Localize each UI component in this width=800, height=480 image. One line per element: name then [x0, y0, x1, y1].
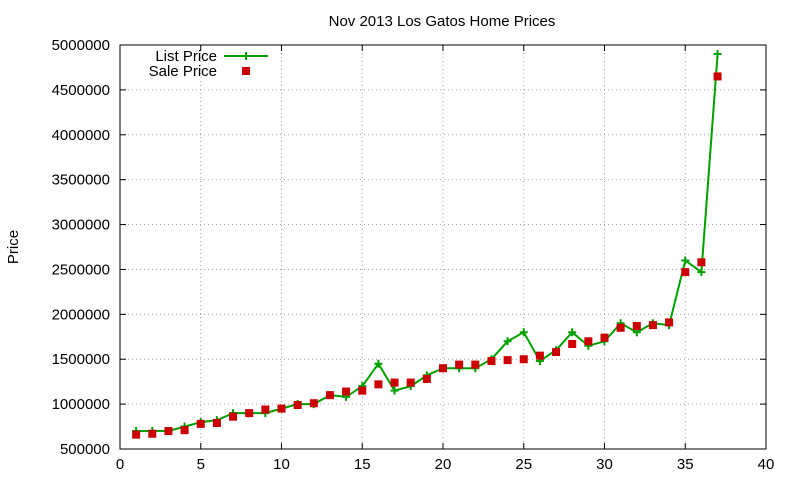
- sale-price-point: [406, 378, 415, 387]
- y-tick-label: 2500000: [52, 261, 110, 278]
- y-tick-label: 3000000: [52, 217, 110, 234]
- x-tick-label: 0: [116, 456, 124, 473]
- sale-price-point: [261, 405, 270, 414]
- sale-price-point: [439, 364, 447, 373]
- x-tick-label: 20: [435, 456, 452, 473]
- sale-price-point: [309, 399, 318, 408]
- sale-price-point: [422, 374, 431, 383]
- legend-marker-sale-price: [242, 67, 250, 75]
- y-tick-label: 500000: [60, 441, 110, 458]
- list-price-point: [697, 268, 706, 277]
- sale-price-point: [665, 318, 674, 327]
- y-tick-label: 1500000: [52, 351, 110, 368]
- sale-price-point: [632, 322, 641, 331]
- list-price-point: [374, 359, 383, 368]
- sale-price-point: [374, 380, 383, 389]
- sale-price-point: [212, 418, 221, 427]
- sale-price-point: [616, 323, 625, 332]
- sale-price-point: [455, 360, 464, 369]
- sale-price-point: [358, 386, 367, 395]
- list-price-point: [503, 337, 512, 346]
- y-tick-label: 2000000: [52, 306, 110, 323]
- x-tick-label: 15: [354, 456, 371, 473]
- legend-label-list-price: List Price: [155, 48, 217, 65]
- sale-price-point: [277, 404, 286, 413]
- axis-layer: 500000 1000000 1500000 2000000 2500000 300000…: [52, 37, 775, 473]
- list-price-point: [681, 256, 690, 265]
- legend: List Price Sale Price: [149, 48, 268, 80]
- sale-price-point: [342, 387, 351, 396]
- x-tick-label: 40: [758, 456, 775, 473]
- sale-price-point: [503, 356, 512, 365]
- sale-price-point: [180, 426, 189, 435]
- list-price-point: [390, 386, 399, 395]
- series-layer: [132, 49, 722, 439]
- sale-price-point: [648, 321, 657, 330]
- x-tick-label: 10: [273, 456, 290, 473]
- sale-price-point: [229, 412, 238, 421]
- sale-price-point: [196, 419, 205, 428]
- sale-price-point: [519, 355, 528, 364]
- x-tick-label: 35: [677, 456, 694, 473]
- y-tick-label: 5000000: [52, 37, 110, 54]
- y-axis-label: Price: [5, 230, 22, 264]
- sale-price-point: [164, 427, 173, 436]
- sale-price-point: [132, 430, 141, 439]
- list-price-point: [713, 49, 722, 58]
- sale-price-point: [552, 348, 561, 357]
- chart-title: Nov 2013 Los Gatos Home Prices: [329, 13, 556, 30]
- list-price-point: [568, 328, 577, 337]
- sale-price-point: [681, 268, 690, 277]
- sale-price-point: [293, 401, 302, 410]
- sale-price-point: [245, 409, 254, 418]
- x-tick-label: 30: [596, 456, 613, 473]
- y-tick-label: 1000000: [52, 396, 110, 413]
- sale-price-point: [713, 72, 722, 81]
- x-tick-label: 25: [515, 456, 532, 473]
- x-tick-label: 5: [197, 456, 205, 473]
- sale-price-point: [600, 333, 609, 342]
- y-tick-label: 4000000: [52, 127, 110, 144]
- sale-price-point: [390, 378, 399, 387]
- sale-price-point: [325, 391, 334, 400]
- sale-price-point: [535, 351, 544, 360]
- sale-price-point: [487, 357, 496, 366]
- sale-price-point: [568, 339, 577, 348]
- y-tick-label: 4500000: [52, 82, 110, 99]
- sale-price-point: [697, 258, 706, 267]
- sale-price-point: [148, 429, 157, 438]
- legend-label-sale-price: Sale Price: [149, 63, 217, 80]
- sale-price-point: [471, 360, 480, 369]
- y-tick-label: 3500000: [52, 172, 110, 189]
- sale-price-point: [584, 337, 593, 346]
- list-price-point: [519, 328, 528, 337]
- legend-marker-list-price: [242, 52, 250, 60]
